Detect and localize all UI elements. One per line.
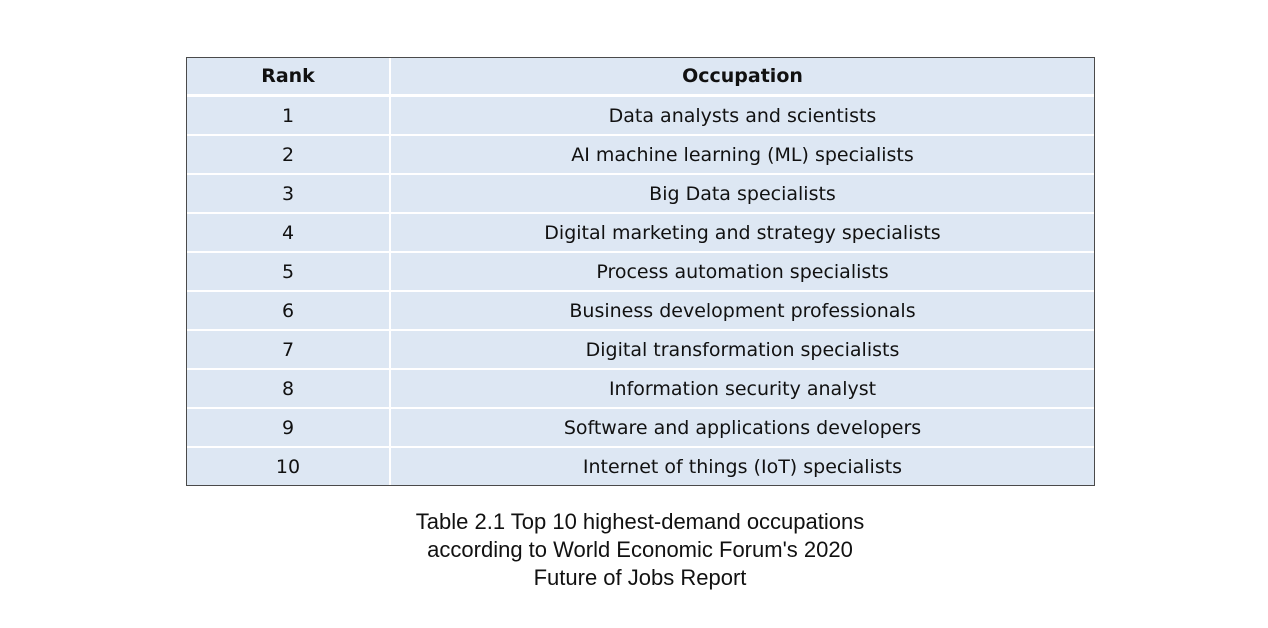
occupation-cell: Big Data specialists <box>390 173 1094 213</box>
table-row: 5 Process automation specialists <box>187 251 1094 291</box>
table-row: 6 Business development professionals <box>187 290 1094 330</box>
table-row: 9 Software and applications developers <box>187 407 1094 447</box>
rank-cell: 10 <box>187 446 391 485</box>
table-row: 4 Digital marketing and strategy speciali… <box>187 212 1094 252</box>
rank-cell: 3 <box>187 173 391 213</box>
rank-column-header: Rank <box>187 58 391 97</box>
occupation-cell: Information security analyst <box>390 368 1094 408</box>
occupation-column-header: Occupation <box>390 58 1094 97</box>
rank-cell: 4 <box>187 212 391 252</box>
occupation-cell: AI machine learning (ML) specialists <box>390 134 1094 174</box>
occupations-table: Rank Occupation 1 Data analysts and scien… <box>187 58 1094 485</box>
caption-line-3: Future of Jobs Report <box>533 565 747 590</box>
table-row: 2 AI machine learning (ML) specialists <box>187 134 1094 174</box>
occupation-cell: Internet of things (IoT) specialists <box>390 446 1094 485</box>
table-row: 1 Data analysts and scientists <box>187 94 1094 135</box>
rank-cell: 7 <box>187 329 391 369</box>
rank-cell: 9 <box>187 407 391 447</box>
occupation-cell: Digital transformation specialists <box>390 329 1094 369</box>
occupation-cell: Business development professionals <box>390 290 1094 330</box>
table-row: 7 Digital transformation specialists <box>187 329 1094 369</box>
occupation-cell: Data analysts and scientists <box>390 94 1094 135</box>
rank-cell: 6 <box>187 290 391 330</box>
rank-cell: 5 <box>187 251 391 291</box>
rank-cell: 2 <box>187 134 391 174</box>
table-body: 1 Data analysts and scientists 2 AI machine… <box>187 94 1094 485</box>
occupation-cell: Digital marketing and strategy specialis… <box>390 212 1094 252</box>
table-row: 3 Big Data specialists <box>187 173 1094 213</box>
rank-cell: 1 <box>187 94 391 135</box>
occupation-cell: Software and applications developers <box>390 407 1094 447</box>
table-row: 10 Internet of things (IoT) specialists <box>187 446 1094 485</box>
table-row: 8 Information security analyst <box>187 368 1094 408</box>
table-header-row: Rank Occupation <box>187 58 1094 97</box>
caption-line-2: according to World Economic Forum's 2020 <box>427 537 853 562</box>
rank-cell: 8 <box>187 368 391 408</box>
caption-line-1: Table 2.1 Top 10 highest-demand occupati… <box>415 509 865 534</box>
occupation-cell: Process automation specialists <box>390 251 1094 291</box>
occupations-table-container: Rank Occupation 1 Data analysts and scien… <box>186 57 1095 486</box>
table-caption: Table 2.1 Top 10 highest-demand occupati… <box>290 508 990 592</box>
